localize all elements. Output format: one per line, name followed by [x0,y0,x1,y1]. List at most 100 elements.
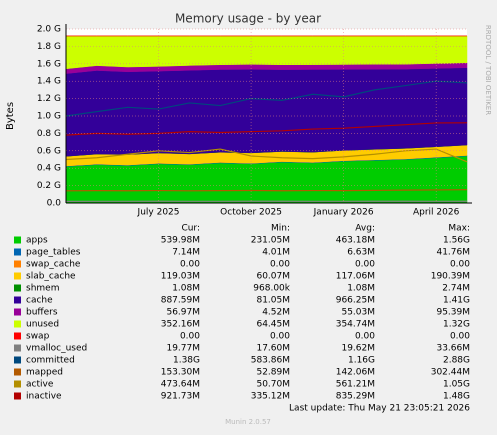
legend-value: 4.01M [262,248,290,258]
legend-value: 2.88G [443,356,470,366]
legend-value: 142.06M [336,368,375,378]
legend-value: 887.59M [161,296,200,306]
x-tick-label: January 2026 [313,208,374,218]
legend-label: apps [26,236,48,246]
y-tick-label: 2.0 G [37,25,61,35]
legend-label: buffers [26,308,58,318]
legend-value: 0.00 [270,332,290,342]
legend-label: swap [26,332,50,342]
legend-label: committed [26,356,75,366]
legend-value: 0.00 [180,260,200,270]
legend-value: 1.16G [348,356,375,366]
legend-value: 354.74M [336,320,375,330]
legend-value: 539.98M [161,236,200,246]
legend-value: 55.03M [341,308,375,318]
x-tick-label: April 2026 [413,208,460,218]
legend-value: 352.16M [161,320,200,330]
legend-swatch [14,297,21,304]
legend-label: vmalloc_used [26,344,87,354]
last-update: Last update: Thu May 21 23:05:21 2026 [289,404,470,414]
legend-swatch [14,249,21,256]
y-tick-label: 1.4 G [37,77,61,87]
legend-value: 60.07M [256,272,290,282]
legend-swatch [14,357,21,364]
legend-value: 1.08M [172,284,200,294]
legend-label: active [26,380,54,390]
legend-value: 56.97M [166,308,200,318]
chart-title: Memory usage - by year [175,12,321,26]
y-tick-label: 1.6 G [37,59,61,69]
legend-value: 921.73M [161,392,200,402]
legend-swatch [14,285,21,292]
legend-value: 231.05M [251,236,290,246]
legend-value: 190.39M [431,272,470,282]
legend-swatch [14,333,21,340]
y-tick-label: 1.0 G [37,112,61,122]
legend-value: 583.86M [251,356,290,366]
version: Munin 2.0.57 [225,418,271,426]
legend-swatch [14,261,21,268]
legend-value: 33.66M [436,344,470,354]
legend-swatch [14,273,21,280]
legend-value: 473.64M [161,380,200,390]
legend-value: 0.00 [355,260,375,270]
legend-value: 64.45M [256,320,290,330]
legend-value: 7.14M [172,248,200,258]
legend-value: 17.60M [256,344,290,354]
legend-value: 561.21M [336,380,375,390]
legend-label: inactive [26,392,62,402]
legend-value: 19.77M [166,344,200,354]
legend-value: 1.05G [443,380,470,390]
legend-value: 41.76M [436,248,470,258]
legend-value: 153.30M [161,368,200,378]
legend-value: 19.62M [341,344,375,354]
legend-value: 0.00 [180,332,200,342]
legend-header: Max: [448,224,470,234]
legend-value: 335.12M [251,392,290,402]
legend-value: 0.00 [355,332,375,342]
legend-value: 4.52M [262,308,290,318]
legend-swatch [14,369,21,376]
legend-label: cache [26,296,53,306]
legend-value: 968.00k [253,284,290,294]
legend-label: unused [26,320,59,330]
legend-header: Avg: [355,224,375,234]
y-tick-label: 1.2 G [37,94,61,104]
legend-swatch [14,309,21,316]
legend-swatch [14,345,21,352]
y-tick-label: 0.2 G [37,181,61,191]
y-tick-label: 0.4 G [37,164,61,174]
y-axis-label: Bytes [5,102,16,130]
legend-header: Min: [271,224,290,234]
legend-value: 117.06M [336,272,375,282]
legend-value: 119.03M [161,272,200,282]
legend-value: 302.44M [431,368,470,378]
legend-value: 1.56G [443,236,470,246]
legend-label: shmem [26,284,59,294]
y-tick-label: 0.6 G [37,146,61,156]
legend-value: 52.89M [256,368,290,378]
legend-value: 1.38G [173,356,200,366]
y-tick-label: 1.8 G [37,42,61,52]
legend-value: 6.63M [347,248,375,258]
legend-value: 95.39M [436,308,470,318]
legend-value: 2.74M [442,284,470,294]
x-tick-label: October 2025 [220,208,282,218]
legend-label: slab_cache [26,272,76,282]
side-label: RRDTOOL / TOBI OETIKER [484,25,492,115]
legend-header: Cur: [181,224,200,234]
legend-value: 0.00 [270,260,290,270]
legend-value: 1.08M [347,284,375,294]
y-tick-label: 0.8 G [37,129,61,139]
legend-value: 0.00 [450,260,470,270]
legend-value: 463.18M [336,236,375,246]
legend-value: 1.48G [443,392,470,402]
legend-value: 1.32G [443,320,470,330]
legend-value: 966.25M [336,296,375,306]
legend-label: page_tables [26,248,81,258]
legend-label: swap_cache [26,260,81,270]
legend-label: mapped [26,368,63,378]
legend-value: 835.29M [336,392,375,402]
